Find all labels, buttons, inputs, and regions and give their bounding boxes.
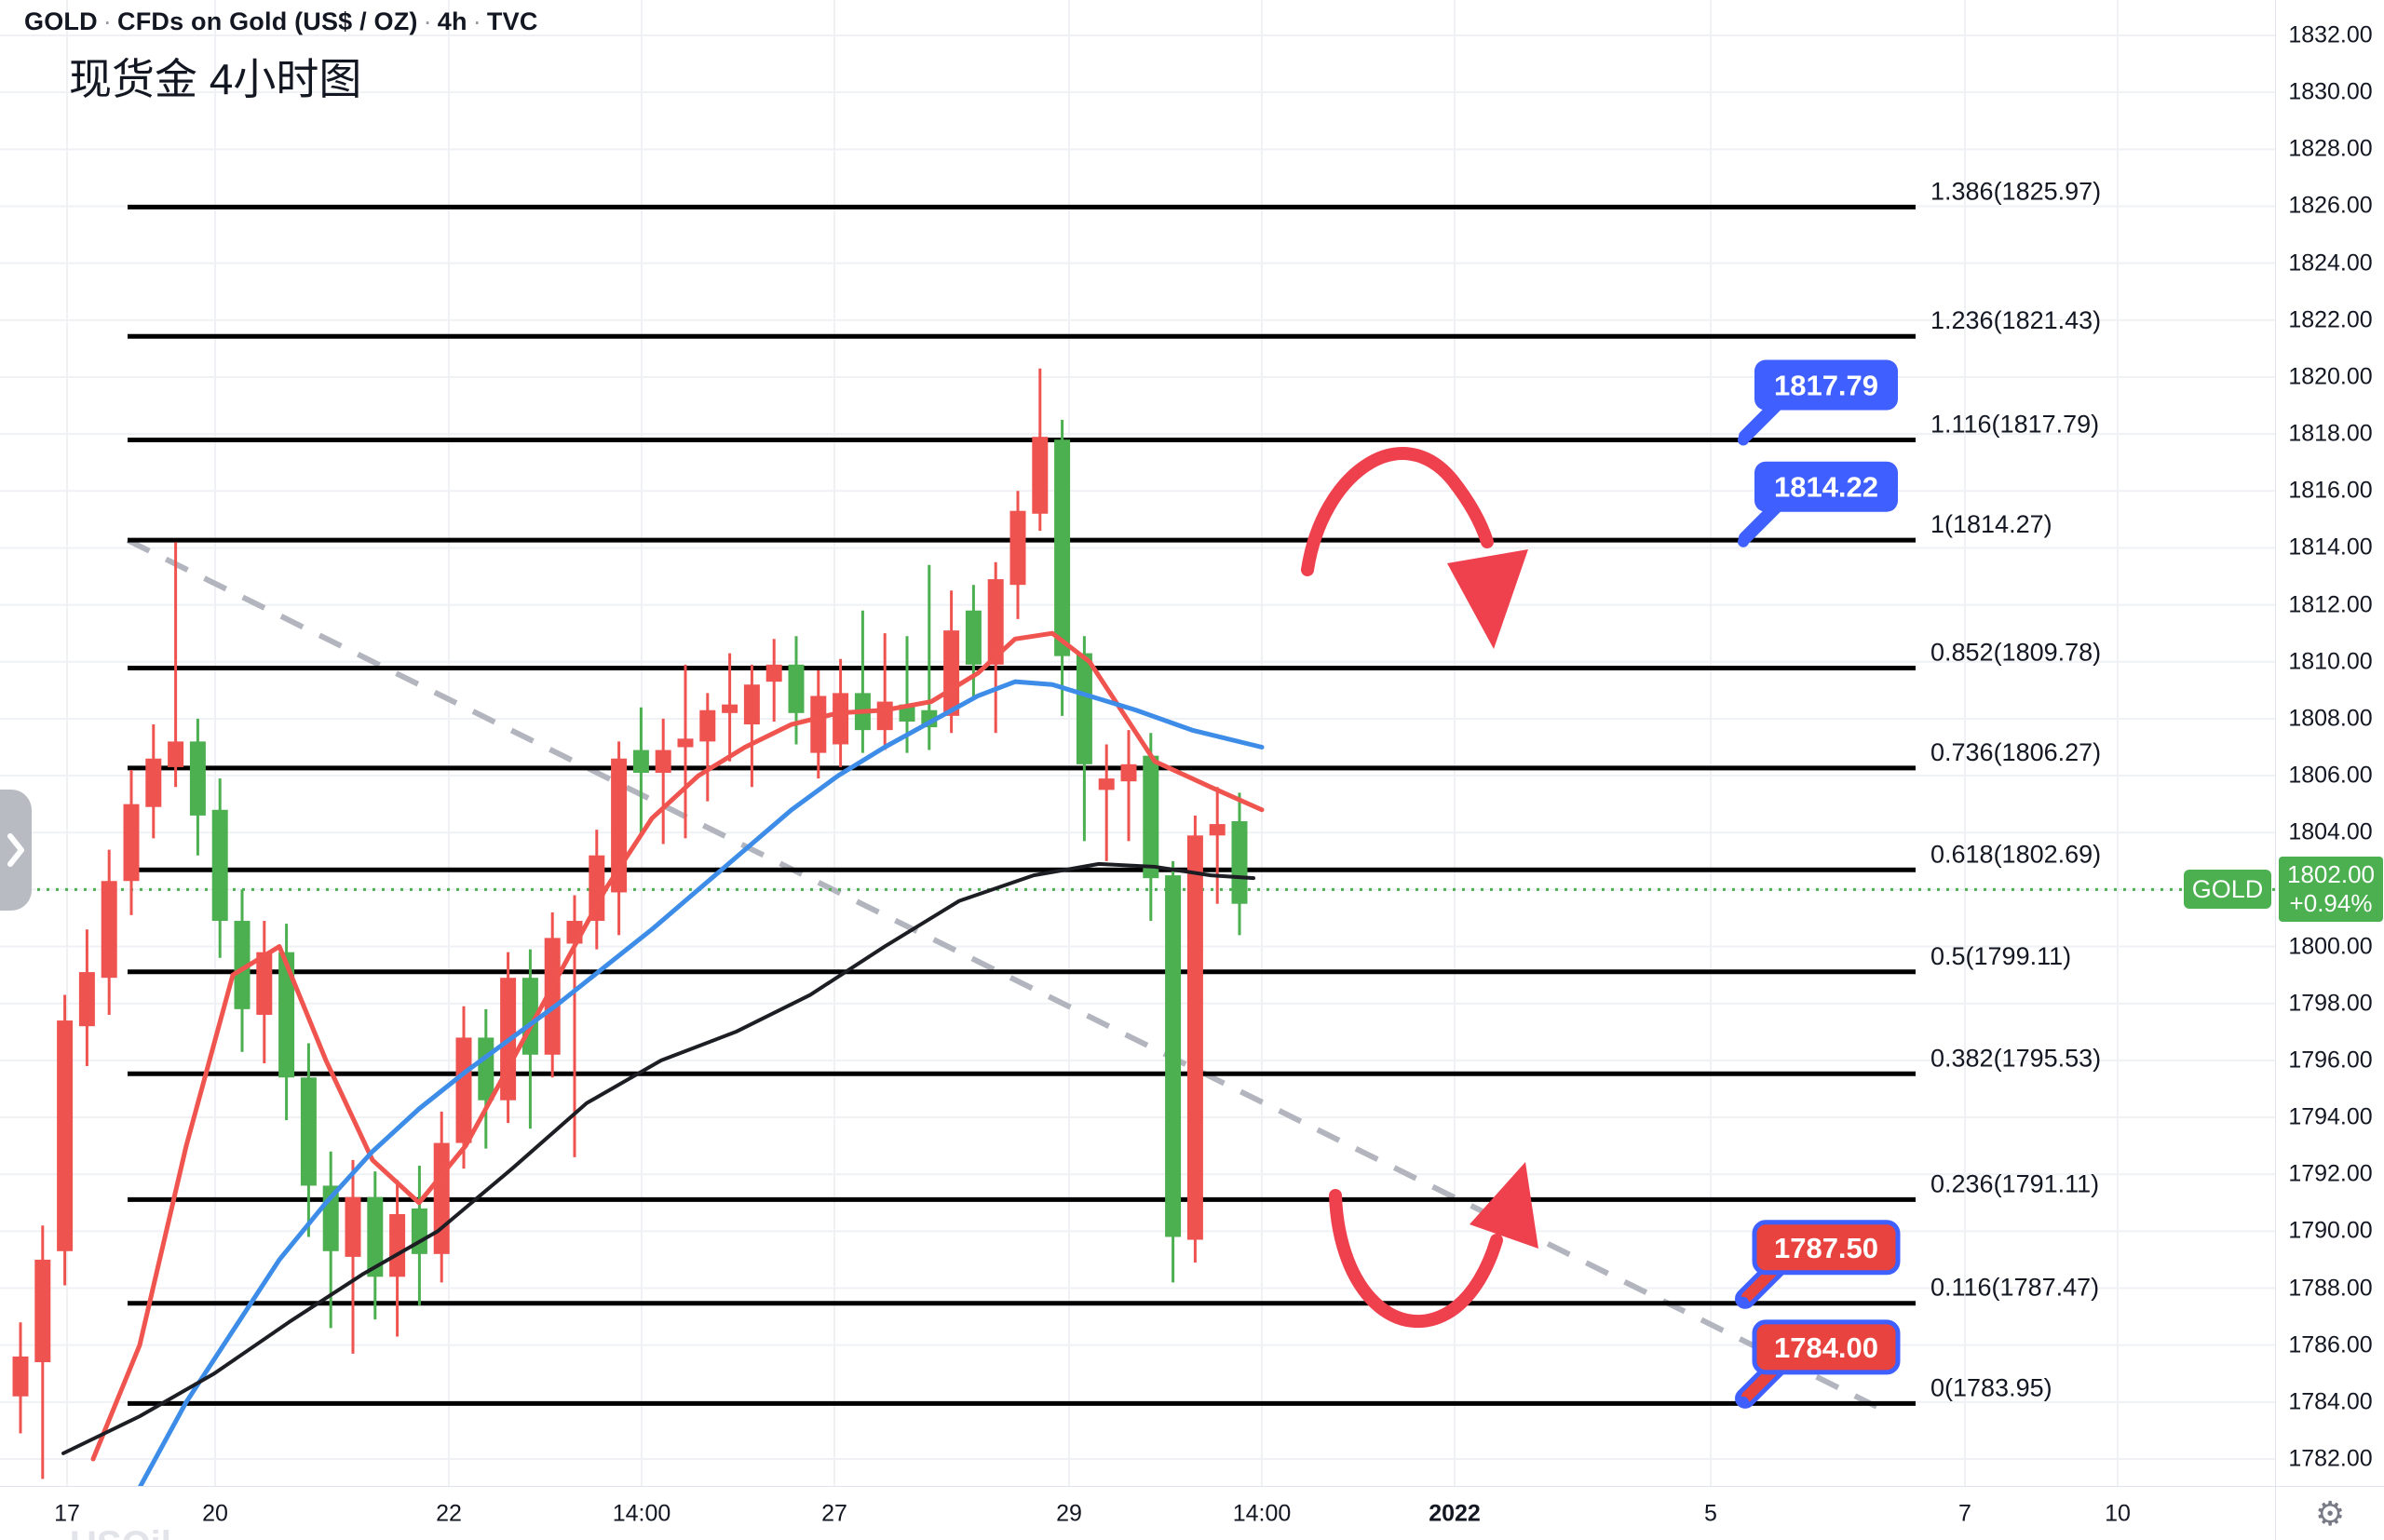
price-axis-label: 1832.00: [2288, 21, 2373, 48]
callout-1787.50[interactable]: 1787.50: [1735, 1220, 1901, 1309]
svg-text:1(1814.27): 1(1814.27): [1930, 510, 2052, 538]
svg-text:1.236(1821.43): 1.236(1821.43): [1930, 306, 2101, 334]
symbol-price-line-tag: GOLD: [2184, 870, 2271, 910]
svg-text:0.852(1809.78): 0.852(1809.78): [1930, 638, 2101, 666]
time-axis-label: 5: [1704, 1500, 1717, 1527]
price-axis-label: 1784.00: [2288, 1388, 2373, 1415]
hand-drawn-arrows[interactable]: [1301, 447, 1538, 1328]
price-axis-label: 1798.00: [2288, 990, 2373, 1017]
svg-text:1817.79: 1817.79: [1774, 370, 1878, 402]
price-axis-label: 1808.00: [2288, 705, 2373, 732]
symbol-title[interactable]: GOLD · CFDs on Gold (US$ / OZ) · 4h · TVC: [24, 7, 538, 35]
price-axis-label: 1820.00: [2288, 363, 2373, 390]
time-axis-label: 10: [2105, 1500, 2131, 1527]
chart-subtitle-text[interactable]: 现货金 4小时图: [69, 55, 362, 103]
price-axis-label: 1792.00: [2288, 1160, 2373, 1187]
chevron-right-icon: [7, 833, 24, 867]
last-price-tag: 1802.00 +0.94%: [2279, 857, 2383, 923]
price-axis-label: 1786.00: [2288, 1331, 2373, 1358]
price-axis-label: 1818.00: [2288, 420, 2373, 447]
callout-1784.00[interactable]: 1784.00: [1735, 1319, 1901, 1409]
time-axis-label: 27: [821, 1500, 847, 1527]
time-axis-label: 29: [1056, 1500, 1082, 1527]
time-axis-label: 22: [436, 1500, 462, 1527]
price-axis-label: 1814.00: [2288, 534, 2373, 561]
time-axis-label: 17: [54, 1500, 80, 1527]
price-axis-label: 1804.00: [2288, 818, 2373, 845]
price-axis-label: 1824.00: [2288, 250, 2373, 277]
last-price-change: +0.94%: [2289, 889, 2373, 918]
svg-text:0.236(1791.11): 0.236(1791.11): [1930, 1169, 2099, 1197]
callout-1817.79[interactable]: 1817.79: [1738, 359, 1898, 446]
price-axis-label: 1816.00: [2288, 477, 2373, 504]
time-axis-label: 7: [1958, 1500, 1971, 1527]
price-axis-label: 1796.00: [2288, 1047, 2373, 1074]
time-axis-label: 14:00: [1232, 1500, 1292, 1527]
time-axis-label: 2022: [1429, 1500, 1481, 1527]
moving-average-lines[interactable]: [61, 630, 1265, 1486]
price-axis-label: 1782.00: [2288, 1445, 2373, 1472]
callout-1814.22[interactable]: 1814.22: [1738, 461, 1898, 547]
last-price-value: 1802.00: [2287, 860, 2375, 889]
svg-text:1.386(1825.97): 1.386(1825.97): [1930, 177, 2101, 205]
left-panel-toggle-handle[interactable]: [0, 790, 32, 911]
fib-retracement-lines[interactable]: [128, 204, 1916, 1406]
price-axis-label: 1788.00: [2288, 1275, 2373, 1302]
price-callout-tags[interactable]: 1817.79 1814.22 1787.50 1784.00: [1735, 359, 1901, 1409]
svg-text:0.382(1795.53): 0.382(1795.53): [1930, 1044, 2101, 1072]
price-axis[interactable]: 1832.00 1830.00 1828.00 1826.00 1824.00 1822.…: [2275, 0, 2384, 1486]
price-axis-label: 1822.00: [2288, 306, 2373, 333]
price-axis-label: 1806.00: [2288, 762, 2373, 789]
price-axis-label: 1794.00: [2288, 1103, 2373, 1130]
price-axis-label: 1826.00: [2288, 192, 2373, 219]
fib-level-labels: 1.386(1825.97) 1.236(1821.43) 1.116(1817.7…: [1930, 177, 2101, 1401]
svg-text:1787.50: 1787.50: [1774, 1232, 1878, 1264]
price-axis-label: 1810.00: [2288, 648, 2373, 675]
svg-text:0.618(1802.69): 0.618(1802.69): [1930, 840, 2101, 868]
watermark-text: USOil: [70, 1524, 171, 1540]
gear-icon[interactable]: ⚙: [2315, 1494, 2346, 1533]
time-axis-label: 20: [202, 1500, 228, 1527]
price-axis-label: 1812.00: [2288, 591, 2373, 618]
svg-text:1.116(1817.79): 1.116(1817.79): [1930, 411, 2099, 439]
axis-corner-separator: [2275, 1487, 2276, 1540]
candlesticks: [12, 368, 1248, 1479]
time-axis-label: 14:00: [612, 1500, 671, 1527]
svg-text:0.116(1787.47): 0.116(1787.47): [1930, 1274, 2099, 1302]
svg-text:0.736(1806.27): 0.736(1806.27): [1930, 738, 2101, 766]
svg-text:1784.00: 1784.00: [1774, 1331, 1878, 1364]
svg-text:0(1783.95): 0(1783.95): [1930, 1373, 2052, 1401]
chart-header: GOLD · CFDs on Gold (US$ / OZ) · 4h · TVC 现货金 …: [24, 7, 538, 107]
chart-canvas[interactable]: 1.386(1825.97) 1.236(1821.43) 1.116(1817.7…: [0, 0, 2275, 1486]
price-axis-label: 1800.00: [2288, 933, 2373, 960]
price-axis-label: 1828.00: [2288, 135, 2373, 162]
svg-text:0.5(1799.11): 0.5(1799.11): [1930, 942, 2071, 970]
price-axis-label: 1790.00: [2288, 1217, 2373, 1244]
svg-text:1814.22: 1814.22: [1774, 471, 1878, 504]
price-axis-label: 1830.00: [2288, 78, 2373, 105]
dashed-trendline[interactable]: [126, 537, 1892, 1416]
